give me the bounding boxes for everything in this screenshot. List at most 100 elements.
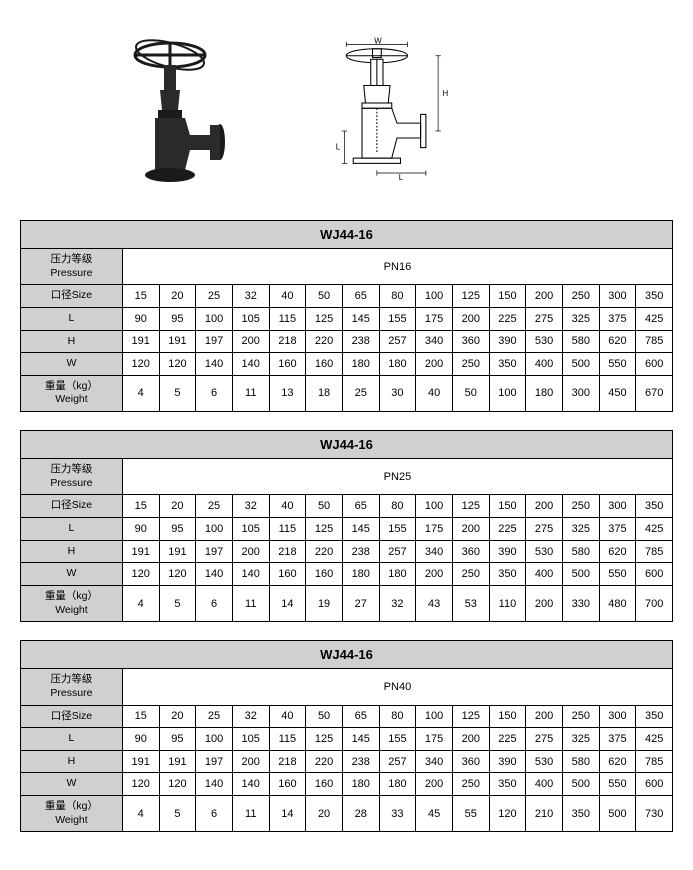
data-cell: 120	[122, 353, 159, 376]
row-label: W	[21, 353, 123, 376]
data-cell: 160	[269, 353, 306, 376]
data-cell: 120	[159, 563, 196, 586]
data-cell: 530	[526, 330, 563, 353]
data-cell: 28	[342, 796, 379, 832]
valve-photo	[120, 35, 240, 185]
data-cell: 600	[636, 353, 673, 376]
size-col: 200	[526, 285, 563, 308]
data-cell: 145	[342, 728, 379, 751]
data-cell: 580	[562, 750, 599, 773]
data-cell: 400	[526, 563, 563, 586]
data-cell: 125	[306, 518, 343, 541]
table-title: WJ44-16	[21, 641, 673, 669]
data-cell: 225	[489, 307, 526, 330]
tables-container: WJ44-16压力等级PressurePN16口径Size15202532405…	[20, 220, 673, 832]
data-cell: 120	[159, 353, 196, 376]
data-cell: 197	[196, 750, 233, 773]
data-cell: 145	[342, 518, 379, 541]
data-cell: 580	[562, 330, 599, 353]
data-cell: 550	[599, 773, 636, 796]
data-cell: 140	[196, 353, 233, 376]
data-cell: 620	[599, 540, 636, 563]
data-cell: 350	[489, 563, 526, 586]
data-cell: 191	[159, 750, 196, 773]
size-col: 100	[416, 705, 453, 728]
data-cell: 500	[562, 353, 599, 376]
data-cell: 330	[562, 585, 599, 621]
data-cell: 197	[196, 330, 233, 353]
data-cell: 14	[269, 796, 306, 832]
data-cell: 200	[232, 330, 269, 353]
data-cell: 160	[306, 353, 343, 376]
size-col: 40	[269, 285, 306, 308]
data-cell: 160	[269, 773, 306, 796]
data-cell: 390	[489, 750, 526, 773]
data-cell: 100	[489, 375, 526, 411]
size-col: 300	[599, 705, 636, 728]
data-cell: 40	[416, 375, 453, 411]
data-cell: 257	[379, 540, 416, 563]
data-cell: 220	[306, 540, 343, 563]
size-col: 15	[122, 495, 159, 518]
diagram-area: W H L L	[20, 20, 673, 220]
pressure-label: 压力等级Pressure	[21, 459, 123, 495]
row-label: L	[21, 728, 123, 751]
dim-w-label: W	[374, 37, 382, 46]
data-cell: 180	[379, 563, 416, 586]
data-cell: 30	[379, 375, 416, 411]
data-cell: 620	[599, 330, 636, 353]
data-cell: 6	[196, 585, 233, 621]
size-col: 50	[306, 495, 343, 518]
data-cell: 238	[342, 540, 379, 563]
data-cell: 200	[232, 540, 269, 563]
size-col: 20	[159, 495, 196, 518]
data-cell: 200	[416, 773, 453, 796]
size-col: 200	[526, 495, 563, 518]
data-cell: 197	[196, 540, 233, 563]
size-col: 300	[599, 495, 636, 518]
data-cell: 670	[636, 375, 673, 411]
data-cell: 180	[379, 353, 416, 376]
size-col: 80	[379, 495, 416, 518]
data-cell: 90	[122, 728, 159, 751]
data-cell: 4	[122, 585, 159, 621]
size-col: 15	[122, 705, 159, 728]
data-cell: 180	[526, 375, 563, 411]
data-cell: 191	[159, 330, 196, 353]
data-cell: 191	[122, 540, 159, 563]
data-cell: 325	[562, 307, 599, 330]
data-cell: 350	[562, 796, 599, 832]
size-col: 150	[489, 705, 526, 728]
data-cell: 300	[562, 375, 599, 411]
data-cell: 33	[379, 796, 416, 832]
data-cell: 200	[452, 518, 489, 541]
pressure-value: PN16	[122, 249, 672, 285]
size-col: 25	[196, 705, 233, 728]
data-cell: 140	[232, 563, 269, 586]
data-cell: 275	[526, 518, 563, 541]
size-col: 65	[342, 705, 379, 728]
data-cell: 140	[232, 773, 269, 796]
size-col: 15	[122, 285, 159, 308]
data-cell: 180	[379, 773, 416, 796]
data-cell: 340	[416, 330, 453, 353]
data-cell: 257	[379, 750, 416, 773]
row-label: H	[21, 540, 123, 563]
data-cell: 20	[306, 796, 343, 832]
size-col: 100	[416, 495, 453, 518]
data-cell: 785	[636, 540, 673, 563]
data-cell: 500	[599, 796, 636, 832]
data-cell: 238	[342, 750, 379, 773]
row-label: H	[21, 330, 123, 353]
data-cell: 730	[636, 796, 673, 832]
size-label: 口径Size	[21, 285, 123, 308]
data-cell: 5	[159, 585, 196, 621]
data-cell: 550	[599, 353, 636, 376]
data-cell: 95	[159, 728, 196, 751]
spec-table-2: WJ44-16压力等级PressurePN40口径Size15202532405…	[20, 640, 673, 832]
data-cell: 105	[232, 518, 269, 541]
size-col: 50	[306, 705, 343, 728]
data-cell: 25	[342, 375, 379, 411]
data-cell: 140	[196, 563, 233, 586]
size-label: 口径Size	[21, 705, 123, 728]
